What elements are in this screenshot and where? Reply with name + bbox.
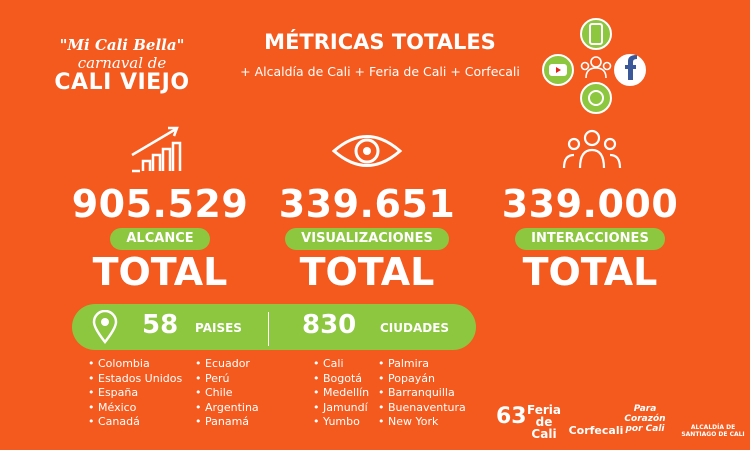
social-icons	[542, 18, 646, 114]
list-item: Canadá	[88, 415, 182, 430]
location-icon	[92, 310, 118, 344]
list-column: CaliBogotáMedellínJamundíYumbo	[313, 357, 369, 430]
growth-icon	[131, 126, 182, 173]
metric: 339.000 INTERACCIONES TOTAL	[480, 182, 700, 294]
list-item: España	[88, 386, 182, 401]
footer-logo: Feria de Cali	[527, 403, 561, 441]
list-column: ColombiaEstados UnidosEspañaMéxicoCanadá	[88, 357, 182, 430]
logo-text: "Mi Cali Bella"	[59, 36, 185, 54]
metric-value: 339.000	[501, 182, 679, 226]
list-item: Estados Unidos	[88, 372, 182, 387]
list-item: Cali	[313, 357, 369, 372]
list-item: Argentina	[195, 401, 259, 416]
title: MÉTRICAS TOTALES	[264, 30, 496, 54]
list-item: Medellín	[313, 386, 369, 401]
metric-total: TOTAL	[92, 250, 228, 294]
list-item: New York	[378, 415, 466, 430]
metric-total: TOTAL	[522, 250, 658, 294]
metric-label: VISUALIZACIONES	[285, 228, 449, 250]
list-item: Perú	[195, 372, 259, 387]
list-item: Colombia	[88, 357, 182, 372]
footer-logo: Para Corazón por Cali	[624, 404, 666, 434]
list-item: Jamundí	[313, 401, 369, 416]
subtitle: + Alcaldía de Cali + Feria de Cali + Cor…	[240, 64, 520, 79]
footer-logo: 63	[496, 404, 527, 429]
list-column: PalmiraPopayánBarranquillaBuenaventuraNe…	[378, 357, 466, 430]
count: 830	[302, 310, 357, 340]
list-item: Buenaventura	[378, 401, 466, 416]
list-item: Ecuador	[195, 357, 259, 372]
metric-label: ALCANCE	[110, 228, 210, 250]
count: 58	[142, 310, 179, 340]
metric-value: 339.651	[278, 182, 456, 226]
people-icon	[562, 129, 622, 169]
list-item: Barranquilla	[378, 386, 466, 401]
list-item: Popayán	[378, 372, 466, 387]
metric-label: INTERACCIONES	[515, 228, 665, 250]
metric-value: 905.529	[71, 182, 249, 226]
list-column: EcuadorPerúChileArgentinaPanamá	[195, 357, 259, 430]
eye-icon	[331, 135, 403, 167]
metric: 339.651 VISUALIZACIONES TOTAL	[257, 182, 477, 294]
footer-logo: Corfecali	[568, 424, 624, 437]
list-item: México	[88, 401, 182, 416]
count-label: PAISES	[195, 321, 242, 335]
reach-bar	[72, 304, 476, 350]
count-label: CIUDADES	[380, 321, 450, 335]
metric-total: TOTAL	[299, 250, 435, 294]
footer-logo: ALCALDÍA DE SANTIAGO DE CALI	[681, 424, 745, 438]
logo-text: carnaval de	[77, 54, 167, 72]
list-item: Bogotá	[313, 372, 369, 387]
list-item: Panamá	[195, 415, 259, 430]
list-item: Palmira	[378, 357, 466, 372]
metric: 905.529 ALCANCE TOTAL	[50, 182, 270, 294]
list-item: Yumbo	[313, 415, 369, 430]
list-item: Chile	[195, 386, 259, 401]
logo-text: CALI VIEJO	[54, 70, 190, 95]
divider	[268, 312, 269, 346]
